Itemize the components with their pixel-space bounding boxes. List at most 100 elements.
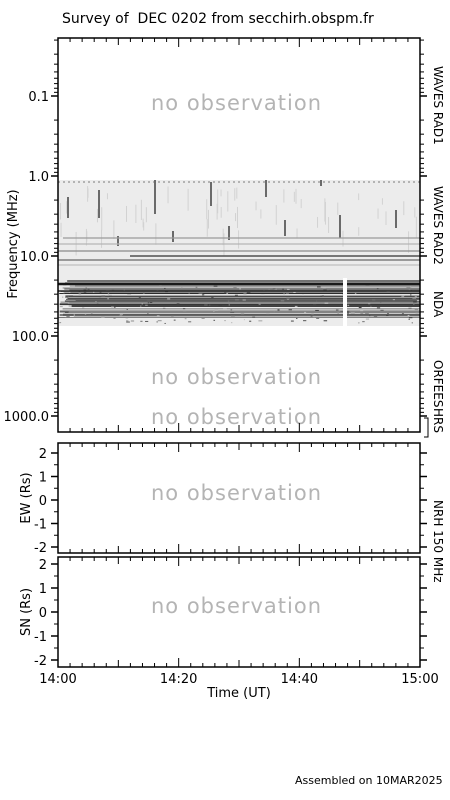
nda-speckle: [322, 295, 324, 297]
rs-tick-label: -2: [34, 541, 47, 556]
nda-speckle: [111, 306, 114, 308]
nda-speckle: [369, 315, 371, 317]
nda-speckle: [415, 312, 419, 314]
nda-speckle: [406, 287, 411, 289]
nda-speckle: [293, 291, 296, 293]
nda-speckle: [358, 307, 362, 309]
time-axis: 14:00 14:20 14:40 15:00: [39, 38, 439, 687]
nda-speckle: [59, 306, 63, 308]
nda-speckle: [310, 315, 313, 317]
nda-speckle: [268, 288, 271, 290]
nda-speckle: [316, 317, 320, 319]
nda-speckle: [67, 302, 70, 304]
nda-speckle: [149, 301, 153, 303]
nda-speckle: [401, 295, 405, 297]
nda-speckle: [370, 305, 372, 307]
rs-tick-label: 1: [39, 471, 47, 486]
nda-speckle: [230, 312, 235, 314]
nda-speckle: [114, 306, 116, 308]
nda-speckle: [95, 301, 97, 303]
nda-speckle: [357, 322, 360, 324]
nda-speckle: [252, 316, 256, 318]
nda-speckle: [90, 312, 93, 314]
nda-speckle: [227, 300, 230, 302]
time-tick-label: 14:40: [281, 672, 318, 687]
nda-speckle: [324, 302, 329, 304]
nda-speckle: [408, 318, 410, 320]
nda-speckle: [368, 303, 371, 305]
nda-speckle: [209, 287, 213, 289]
nda-speckle: [73, 314, 75, 316]
nda-speckle: [213, 311, 215, 313]
nda-data-gap: [343, 278, 347, 326]
instrument-label-nda: NDA: [431, 291, 445, 318]
instrument-label-hrs: HRS: [431, 408, 445, 433]
nda-speckle: [412, 297, 417, 299]
nda-speckle: [113, 317, 116, 319]
ew-frame: [57, 442, 421, 554]
nda-speckle: [294, 305, 298, 307]
nda-speckle: [408, 317, 413, 319]
freq-tick-label: 1000.0: [4, 410, 50, 425]
nda-speckle: [211, 296, 214, 298]
nda-speckle: [376, 288, 379, 290]
nda-speckle: [340, 310, 344, 312]
nda-speckle: [98, 296, 102, 298]
no-observation-rad1: no observation: [151, 91, 322, 115]
nda-speckle: [195, 286, 198, 288]
nda-speckle: [350, 312, 355, 314]
nda-speckle: [68, 305, 72, 307]
nda-speckle: [85, 287, 87, 289]
frequency-axis: 0.1 1.0 10.0 100.0 1000.0: [4, 39, 427, 425]
assembled-footer: Assembled on 10MAR2025: [295, 774, 443, 787]
nda-speckle: [414, 309, 418, 311]
nda-speckle: [188, 321, 192, 323]
nda-speckle: [156, 315, 160, 317]
nda-speckle: [173, 319, 176, 321]
nda-speckle: [380, 301, 382, 303]
nda-speckle: [198, 292, 203, 294]
rs-tick-label: -2: [34, 654, 47, 669]
nda-speckle: [204, 304, 208, 306]
nda-speckle: [372, 299, 376, 301]
nda-speckle: [140, 305, 142, 307]
nda-speckle: [202, 293, 204, 295]
nda-speckle: [157, 320, 162, 322]
nda-speckle: [323, 289, 327, 291]
nda-speckle: [59, 322, 62, 324]
nda-speckle: [218, 304, 222, 306]
frequency-axis-label: Frequency (MHz): [6, 189, 21, 298]
nda-speckle: [258, 303, 261, 305]
nda-speckle: [378, 284, 381, 286]
nda-speckle: [62, 296, 64, 298]
nda-speckle: [234, 294, 238, 296]
sn-frame: [57, 556, 421, 668]
nda-speckle: [240, 313, 245, 315]
nda-speckle: [66, 316, 70, 318]
nda-speckle: [184, 318, 187, 320]
nda-speckle: [249, 320, 252, 322]
time-axis-label: Time (UT): [206, 686, 271, 701]
nda-speckle: [322, 287, 326, 289]
nda-speckle: [287, 298, 289, 300]
nda-speckle: [401, 296, 405, 298]
nda-speckle: [282, 288, 284, 290]
nda-speckle: [138, 297, 141, 299]
no-observation-ew: no observation: [151, 481, 322, 505]
nda-speckle: [141, 303, 143, 305]
nda-speckle: [81, 307, 85, 309]
nda-speckle: [78, 293, 82, 295]
nda-speckle: [287, 288, 290, 290]
nda-speckle: [311, 313, 314, 315]
nda-speckle: [408, 307, 412, 309]
nda-speckle: [301, 294, 305, 296]
nda-speckle: [145, 304, 148, 306]
nda-speckle: [66, 296, 69, 298]
nda-speckle: [408, 289, 411, 291]
freq-tick-label: 100.0: [12, 330, 49, 345]
nda-speckle: [303, 320, 307, 322]
nda-speckle: [226, 293, 229, 295]
nda-speckle: [360, 310, 364, 312]
nda-speckle: [313, 316, 316, 318]
